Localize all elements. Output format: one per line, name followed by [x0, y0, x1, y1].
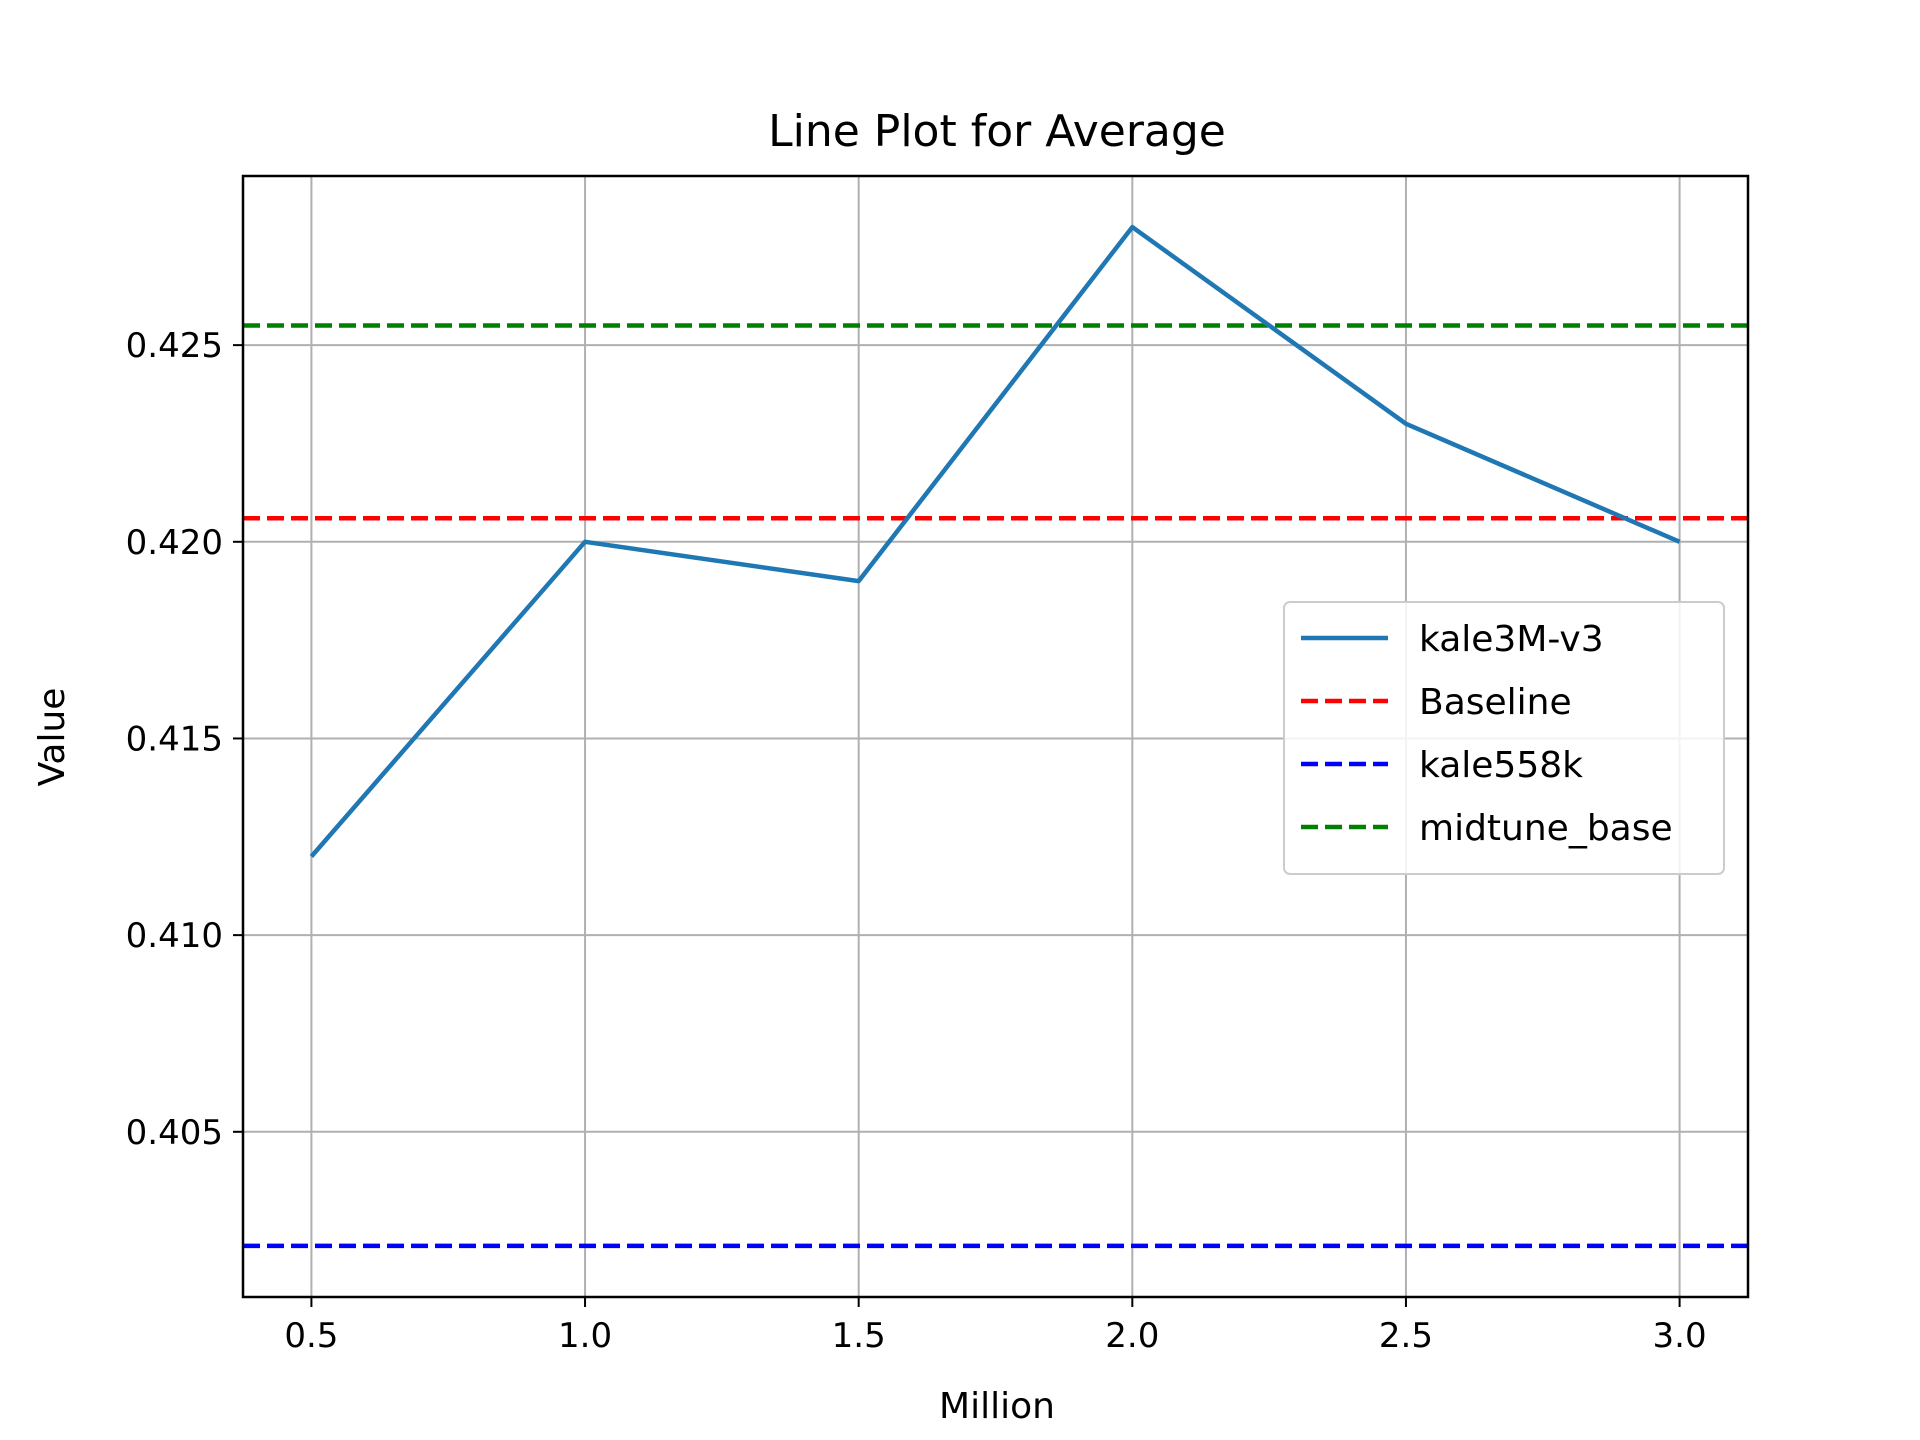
series-lines: [309, 224, 1681, 858]
kale3m-v3-series-line: [309, 224, 1681, 858]
y-axis-label: Value: [32, 688, 73, 787]
y-tick-label: 0.410: [126, 916, 223, 956]
legend-box: [1283, 601, 1725, 875]
legend-entry-label: kale3M-v3: [1419, 619, 1604, 660]
legend-entry-label: kale558k: [1419, 745, 1583, 786]
x-tick-label: 3.0: [1653, 1316, 1707, 1356]
x-tick-label: 2.5: [1379, 1316, 1433, 1356]
plot-frame: [241, 174, 1750, 1299]
x-tick-label: 2.0: [1105, 1316, 1159, 1356]
x-axis-label: Million: [939, 1386, 1055, 1427]
legend: kale3M-v3 Baseline kale558k midtune_base: [1283, 601, 1725, 875]
legend-entry-label: Baseline: [1419, 682, 1572, 723]
y-axis-ticks: 0.405 0.410 0.415 0.420 0.425: [126, 326, 243, 1153]
y-tick-label: 0.415: [126, 719, 223, 759]
x-axis-ticks: 0.5 1.0 1.5 2.0 2.5 3.0: [284, 1297, 1707, 1356]
x-tick-label: 0.5: [284, 1316, 338, 1356]
x-tick-label: 1.5: [832, 1316, 886, 1356]
y-tick-label: 0.405: [126, 1113, 223, 1153]
x-tick-label: 1.0: [558, 1316, 612, 1356]
reference-lines: [243, 323, 1748, 1249]
legend-entry-label: midtune_base: [1419, 808, 1673, 849]
y-tick-label: 0.420: [126, 523, 223, 563]
chart-title: Line Plot for Average: [768, 106, 1226, 157]
grid: [243, 176, 1748, 1297]
y-tick-label: 0.425: [126, 326, 223, 366]
